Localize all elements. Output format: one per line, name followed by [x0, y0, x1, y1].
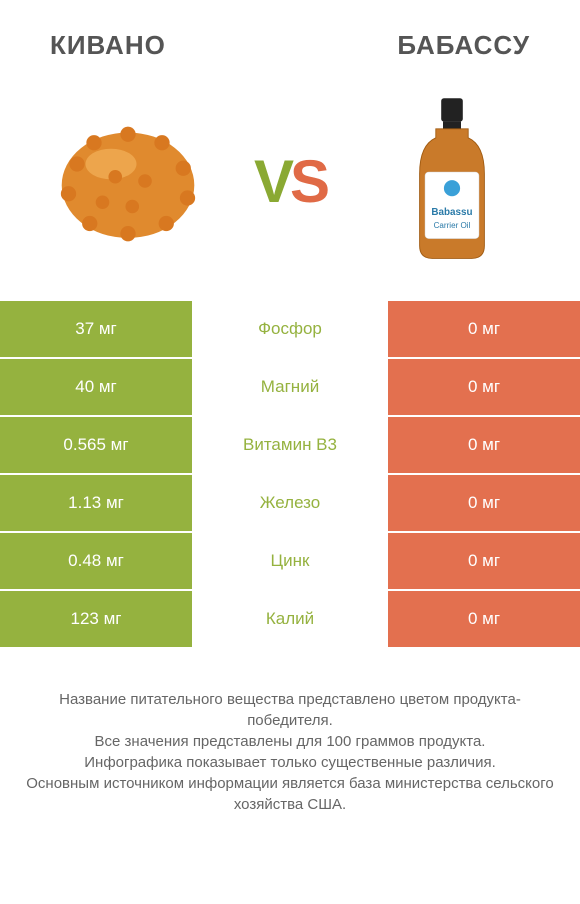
footer-note: Название питательного вещества представл…	[0, 649, 580, 835]
footer-line: Основным источником информации является …	[20, 773, 560, 815]
cell-right-value: 0 мг	[388, 591, 580, 647]
table-row: 1.13 мгЖелезо0 мг	[0, 475, 580, 533]
cell-left-value: 0.565 мг	[0, 417, 192, 473]
cell-left-value: 40 мг	[0, 359, 192, 415]
cell-left-value: 0.48 мг	[0, 533, 192, 589]
cell-right-value: 0 мг	[388, 533, 580, 589]
vs-s: S	[290, 147, 326, 216]
left-product-image	[38, 91, 218, 271]
vs-v: V	[254, 147, 290, 216]
right-product-image: Babassu Carrier Oil	[362, 91, 542, 271]
footer-line: Название питательного вещества представл…	[20, 689, 560, 731]
cell-nutrient-name: Витамин B3	[192, 417, 388, 473]
table-row: 0.48 мгЦинк0 мг	[0, 533, 580, 591]
cell-right-value: 0 мг	[388, 301, 580, 357]
footer-line: Инфографика показывает только существенн…	[20, 752, 560, 773]
kiwano-icon	[43, 96, 213, 266]
cell-left-value: 123 мг	[0, 591, 192, 647]
cell-nutrient-name: Калий	[192, 591, 388, 647]
bottle-icon: Babassu Carrier Oil	[397, 91, 507, 271]
cell-right-value: 0 мг	[388, 359, 580, 415]
comparison-table: 37 мгФосфор0 мг40 мгМагний0 мг0.565 мгВи…	[0, 301, 580, 649]
table-row: 0.565 мгВитамин B30 мг	[0, 417, 580, 475]
table-row: 37 мгФосфор0 мг	[0, 301, 580, 359]
cell-nutrient-name: Магний	[192, 359, 388, 415]
title-right: Бабассу	[397, 30, 530, 61]
footer-line: Все значения представлены для 100 граммо…	[20, 731, 560, 752]
title-left: Кивано	[50, 30, 166, 61]
cell-right-value: 0 мг	[388, 475, 580, 531]
vs-label: VS	[254, 147, 326, 216]
table-row: 123 мгКалий0 мг	[0, 591, 580, 649]
cell-left-value: 37 мг	[0, 301, 192, 357]
cell-nutrient-name: Цинк	[192, 533, 388, 589]
table-row: 40 мгМагний0 мг	[0, 359, 580, 417]
cell-left-value: 1.13 мг	[0, 475, 192, 531]
header: Кивано Бабассу	[0, 0, 580, 71]
bottle-sub: Carrier Oil	[434, 221, 471, 230]
vs-row: VS Babassu Carrier Oil	[0, 71, 580, 301]
cell-nutrient-name: Фосфор	[192, 301, 388, 357]
bottle-brand: Babassu	[431, 207, 472, 218]
cell-right-value: 0 мг	[388, 417, 580, 473]
cell-nutrient-name: Железо	[192, 475, 388, 531]
